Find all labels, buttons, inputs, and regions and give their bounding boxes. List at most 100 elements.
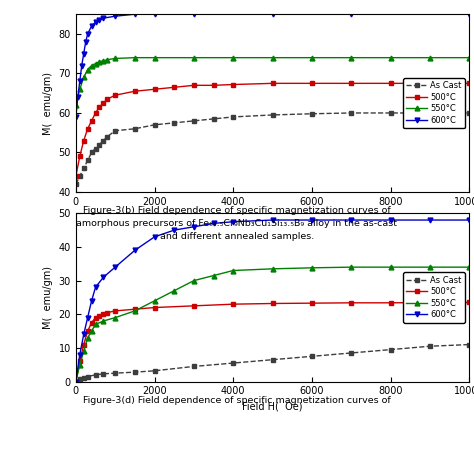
Line: As Cast: As Cast (73, 110, 472, 186)
As Cast (89, 150, 94, 155)
500°C (191, 82, 197, 88)
600°C (171, 227, 177, 233)
Line: 550°C: 550°C (73, 264, 472, 384)
550°C (230, 55, 236, 61)
As Cast (191, 118, 197, 124)
As Cast (191, 364, 197, 369)
Text: Figure-3(b) Field dependence of specific magnetization curves of: Figure-3(b) Field dependence of specific… (83, 206, 391, 215)
Line: As Cast: As Cast (73, 342, 472, 384)
Line: 500°C: 500°C (73, 300, 472, 384)
550°C (89, 63, 94, 68)
500°C (81, 138, 87, 144)
500°C (100, 311, 106, 317)
550°C (73, 379, 79, 384)
As Cast (427, 343, 433, 349)
600°C (92, 19, 99, 25)
550°C (388, 264, 393, 270)
500°C (230, 82, 236, 87)
As Cast (77, 173, 82, 179)
550°C (112, 55, 118, 61)
As Cast (104, 134, 110, 139)
500°C (348, 300, 354, 306)
500°C (270, 81, 275, 86)
500°C (132, 306, 137, 312)
600°C (77, 352, 82, 357)
500°C (112, 92, 118, 98)
500°C (210, 82, 216, 88)
As Cast (77, 376, 82, 382)
550°C (77, 362, 82, 368)
500°C (97, 313, 102, 319)
500°C (104, 96, 110, 102)
600°C (85, 315, 91, 320)
As Cast (152, 368, 157, 374)
550°C (152, 298, 157, 304)
550°C (77, 86, 82, 92)
550°C (466, 264, 472, 270)
550°C (100, 58, 106, 64)
550°C (152, 55, 157, 61)
As Cast (466, 342, 472, 347)
550°C (427, 264, 433, 270)
As Cast (309, 111, 315, 117)
600°C (77, 79, 82, 84)
600°C (466, 11, 472, 17)
As Cast (100, 371, 106, 377)
As Cast (92, 146, 99, 151)
600°C (132, 247, 137, 253)
Y-axis label: M(  emu/gm): M( emu/gm) (43, 72, 53, 135)
500°C (466, 300, 472, 305)
550°C (92, 321, 99, 327)
600°C (97, 18, 102, 23)
Legend: As Cast, 500°C, 550°C, 600°C: As Cast, 500°C, 550°C, 600°C (403, 78, 465, 128)
500°C (171, 84, 177, 90)
500°C (427, 81, 433, 86)
Y-axis label: M(  emu/gm): M( emu/gm) (43, 266, 53, 329)
600°C (85, 31, 91, 37)
As Cast (210, 116, 216, 122)
As Cast (466, 110, 472, 116)
As Cast (270, 357, 275, 363)
As Cast (171, 120, 177, 126)
500°C (270, 301, 275, 306)
As Cast (230, 360, 236, 366)
As Cast (309, 354, 315, 359)
550°C (309, 55, 315, 61)
Text: and different annealed samples.: and different annealed samples. (160, 232, 314, 241)
500°C (92, 315, 99, 320)
500°C (100, 100, 106, 106)
550°C (191, 55, 197, 61)
As Cast (388, 347, 393, 353)
600°C (230, 219, 236, 225)
Line: 600°C: 600°C (73, 12, 472, 119)
550°C (270, 266, 275, 272)
600°C (466, 217, 472, 223)
As Cast (81, 165, 87, 171)
As Cast (270, 112, 275, 118)
550°C (466, 55, 472, 61)
550°C (85, 67, 91, 73)
As Cast (152, 122, 157, 128)
As Cast (427, 110, 433, 116)
600°C (92, 284, 99, 290)
550°C (132, 308, 137, 314)
As Cast (388, 110, 393, 116)
550°C (132, 55, 137, 61)
Line: 500°C: 500°C (73, 81, 472, 179)
600°C (89, 298, 94, 304)
550°C (92, 61, 99, 66)
500°C (152, 305, 157, 310)
600°C (89, 23, 94, 29)
550°C (85, 335, 91, 341)
550°C (388, 55, 393, 61)
600°C (348, 217, 354, 223)
500°C (73, 379, 79, 384)
500°C (309, 301, 315, 306)
500°C (77, 154, 82, 159)
500°C (466, 81, 472, 86)
600°C (309, 217, 315, 223)
Legend: As Cast, 500°C, 550°C, 600°C: As Cast, 500°C, 550°C, 600°C (403, 273, 465, 322)
550°C (97, 59, 102, 64)
600°C (152, 11, 157, 17)
600°C (75, 94, 81, 100)
